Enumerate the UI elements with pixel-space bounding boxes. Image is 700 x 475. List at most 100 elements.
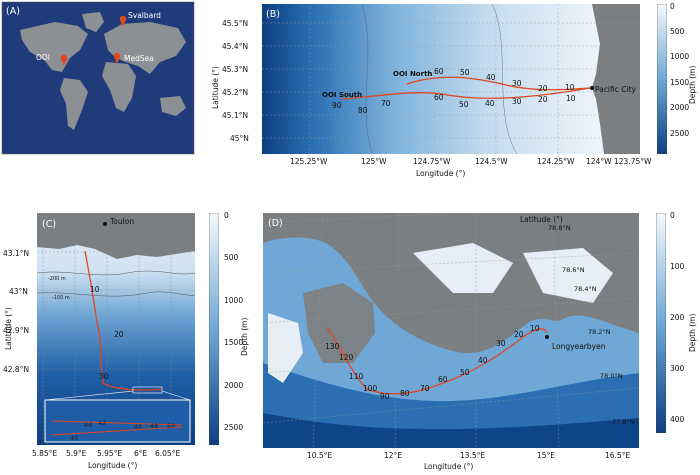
y-axis-label: Latitude (°) <box>211 66 220 109</box>
coastline-land <box>592 4 640 154</box>
cb-tick: 2500 <box>670 129 690 138</box>
lat-tick: 78.6°N <box>562 266 585 274</box>
depth-label: 60 <box>434 93 444 102</box>
depth-label: 20 <box>538 84 548 93</box>
track-depth: 100 <box>363 384 378 393</box>
panel-b-letter: (B) <box>266 9 280 20</box>
cb-tick: 0 <box>670 211 675 220</box>
depth-label: 20 <box>538 95 548 104</box>
y-tick: 42.9°N <box>3 326 30 335</box>
x-tick: 6°E <box>134 449 148 458</box>
line-label-ooi-south: OOI South <box>322 91 363 99</box>
pacific-city-dot <box>590 86 594 90</box>
cb-tick: 400 <box>670 415 685 424</box>
land-toulon <box>37 213 195 259</box>
contour-label: -100 m <box>52 295 70 301</box>
x-tick: 5.9°E <box>66 449 87 458</box>
marker-ooi <box>60 54 68 66</box>
track-depth: 90 <box>380 392 390 401</box>
cb-tick: 2000 <box>224 381 244 390</box>
y-tick: 45.5°N <box>222 19 249 28</box>
colorbar-c <box>209 213 219 445</box>
cb-tick: 100 <box>670 262 685 271</box>
track-ooi-north <box>406 76 591 91</box>
x-axis-label: Longitude (°) <box>88 461 138 470</box>
x-tick: 124.5°W <box>475 157 508 166</box>
y-axis-label: Latitude (°) <box>4 307 13 350</box>
continent-north-america <box>20 22 88 72</box>
depth-label: 40 <box>485 99 495 108</box>
track-depth: 60 <box>438 375 448 384</box>
toulon-dot <box>103 222 107 226</box>
track-depth: 70 <box>420 384 430 393</box>
track-depth: 80 <box>400 389 410 398</box>
track-toulon <box>84 250 163 391</box>
depth-label: 80 <box>358 106 368 115</box>
world-map-svg <box>1 1 195 155</box>
y-tick: 45.4°N <box>222 42 249 51</box>
depth-label: 30 <box>512 79 522 88</box>
y-tick: 45.3°N <box>222 65 249 74</box>
line-label-ooi-north: OOI North <box>393 70 433 78</box>
lat-tick: 77.8°N <box>612 418 635 426</box>
cb-tick: 1000 <box>670 52 690 61</box>
land-shape <box>303 283 375 363</box>
x-tick: 12°E <box>384 451 403 460</box>
contour-label: -200 m <box>48 276 66 282</box>
x-tick: 15°E <box>537 451 556 460</box>
inset-depth: 50 <box>167 422 176 430</box>
cb-tick: 1500 <box>224 338 244 347</box>
x-tick: 5.85°E <box>32 449 58 458</box>
inset-depth: 46 <box>134 423 143 431</box>
x-tick: 13.5°E <box>460 451 486 460</box>
site-label-svalbard: Svalbard <box>128 11 161 20</box>
y-tick: 42.8°N <box>3 365 30 374</box>
continent-south-america <box>60 78 88 130</box>
x-tick: 124°W <box>586 157 612 166</box>
cb-tick: 500 <box>224 253 239 262</box>
inset-depth: 42 <box>98 419 107 427</box>
depth-label: 70 <box>381 99 391 108</box>
x-tick: 5.95°E <box>97 449 123 458</box>
cb-tick: 2000 <box>670 103 690 112</box>
continent-africa <box>102 62 136 112</box>
inset-depth: 40 <box>70 434 79 442</box>
depth-label: 50 <box>460 68 470 77</box>
x-tick: 123.75°W <box>614 157 652 166</box>
colorbar-b-label: Depth (m) <box>688 65 697 104</box>
cb-tick: 300 <box>670 364 685 373</box>
colorbar-b <box>657 4 667 154</box>
lat-tick: 78.2°N <box>588 328 611 336</box>
depth-label: 10 <box>565 83 575 92</box>
colorbar-c-label: Depth (m) <box>240 317 249 356</box>
track-depth: 50 <box>460 368 470 377</box>
x-axis-label: Longitude (°) <box>424 462 474 471</box>
track-depth: 130 <box>325 342 340 351</box>
x-axis-label: Longitude (°) <box>416 169 466 178</box>
track-isfjorden <box>326 327 548 395</box>
lat-axis-label: Latitude (°) <box>520 215 563 224</box>
y-tick: 45°N <box>230 134 249 143</box>
site-label-medsea: MedSea <box>124 54 154 63</box>
panel-b-grid <box>262 4 640 154</box>
track-depth: 10 <box>530 324 540 333</box>
cb-tick: 200 <box>670 313 685 322</box>
y-tick: 45.2°N <box>222 88 249 97</box>
colorbar-d <box>656 213 666 433</box>
lat-tick: 78.8°N <box>548 224 571 232</box>
track-depth: 120 <box>339 353 354 362</box>
depth-label: 30 <box>512 97 522 106</box>
cb-tick: 0 <box>670 2 675 11</box>
marker-svalbard <box>119 15 127 27</box>
cb-tick: 500 <box>670 27 685 36</box>
inset-depth: 44 <box>84 421 93 429</box>
depth-label: 90 <box>332 101 342 110</box>
panel-d-letter: (D) <box>268 218 283 229</box>
track-depth: 30 <box>99 372 109 381</box>
panel-b-map <box>262 4 640 154</box>
continent-australia <box>160 96 186 116</box>
inset-depth: 48 <box>150 422 159 430</box>
town-longyearbyen: Longyearbyen <box>552 342 606 351</box>
panel-c-map <box>37 213 195 445</box>
panel-d-grid <box>263 213 639 448</box>
